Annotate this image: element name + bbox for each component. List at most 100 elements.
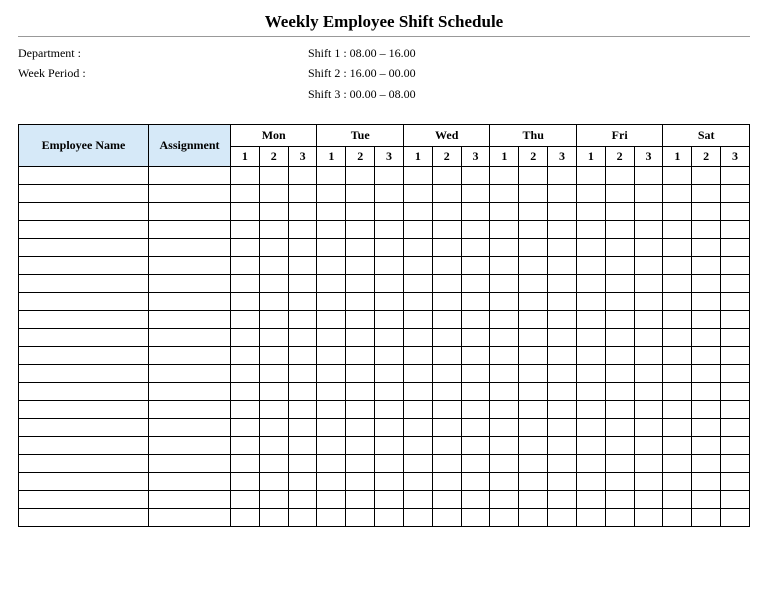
cell-shift — [548, 203, 577, 221]
cell-shift — [634, 311, 663, 329]
cell-shift — [576, 203, 605, 221]
cell-shift — [692, 239, 721, 257]
cell-shift — [432, 185, 461, 203]
cell-shift — [548, 419, 577, 437]
cell-shift — [663, 167, 692, 185]
cell-shift — [288, 509, 317, 527]
cell-shift — [692, 221, 721, 239]
table-row — [19, 311, 750, 329]
shift-header: 1 — [663, 147, 692, 167]
cell-shift — [721, 509, 750, 527]
cell-shift — [721, 167, 750, 185]
cell-shift — [605, 257, 634, 275]
cell-shift — [461, 293, 490, 311]
cell-shift — [432, 311, 461, 329]
cell-shift — [663, 185, 692, 203]
table-row — [19, 419, 750, 437]
day-header: Tue — [317, 125, 403, 147]
cell-shift — [259, 419, 288, 437]
cell-shift — [490, 329, 519, 347]
cell-shift — [548, 329, 577, 347]
cell-shift — [663, 383, 692, 401]
cell-shift — [375, 329, 404, 347]
cell-assignment — [149, 167, 231, 185]
cell-shift — [231, 203, 260, 221]
cell-shift — [576, 293, 605, 311]
cell-assignment — [149, 275, 231, 293]
cell-shift — [403, 365, 432, 383]
cell-shift — [461, 509, 490, 527]
cell-shift — [403, 221, 432, 239]
cell-shift — [634, 203, 663, 221]
table-row — [19, 239, 750, 257]
cell-shift — [548, 491, 577, 509]
cell-shift — [663, 419, 692, 437]
cell-name — [19, 275, 149, 293]
cell-shift — [259, 509, 288, 527]
cell-shift — [663, 239, 692, 257]
cell-shift — [432, 221, 461, 239]
cell-shift — [490, 167, 519, 185]
cell-shift — [403, 419, 432, 437]
cell-shift — [461, 239, 490, 257]
cell-shift — [461, 473, 490, 491]
cell-shift — [490, 203, 519, 221]
cell-shift — [403, 185, 432, 203]
cell-shift — [231, 257, 260, 275]
info-left: Department : Week Period : — [18, 43, 268, 104]
cell-shift — [519, 275, 548, 293]
cell-shift — [490, 383, 519, 401]
cell-shift — [634, 365, 663, 383]
cell-shift — [259, 365, 288, 383]
cell-shift — [519, 365, 548, 383]
cell-shift — [461, 383, 490, 401]
cell-shift — [403, 473, 432, 491]
cell-shift — [231, 473, 260, 491]
table-row — [19, 257, 750, 275]
cell-shift — [605, 365, 634, 383]
table-row — [19, 401, 750, 419]
cell-shift — [259, 185, 288, 203]
cell-shift — [576, 347, 605, 365]
cell-shift — [519, 329, 548, 347]
cell-shift — [548, 311, 577, 329]
cell-shift — [259, 167, 288, 185]
cell-shift — [605, 167, 634, 185]
cell-shift — [317, 419, 346, 437]
cell-shift — [317, 203, 346, 221]
cell-shift — [605, 419, 634, 437]
cell-shift — [634, 167, 663, 185]
cell-name — [19, 473, 149, 491]
cell-assignment — [149, 455, 231, 473]
cell-shift — [634, 491, 663, 509]
cell-shift — [692, 185, 721, 203]
cell-shift — [663, 365, 692, 383]
cell-shift — [346, 401, 375, 419]
cell-shift — [519, 185, 548, 203]
cell-shift — [519, 221, 548, 239]
cell-shift — [548, 383, 577, 401]
cell-shift — [634, 239, 663, 257]
cell-shift — [259, 257, 288, 275]
cell-shift — [288, 401, 317, 419]
cell-shift — [663, 473, 692, 491]
cell-shift — [432, 365, 461, 383]
day-header: Wed — [403, 125, 489, 147]
shift-header: 2 — [692, 147, 721, 167]
cell-assignment — [149, 311, 231, 329]
shift-header: 3 — [721, 147, 750, 167]
cell-assignment — [149, 365, 231, 383]
cell-shift — [692, 257, 721, 275]
cell-assignment — [149, 329, 231, 347]
table-row — [19, 329, 750, 347]
cell-shift — [432, 203, 461, 221]
table-row — [19, 509, 750, 527]
cell-shift — [634, 293, 663, 311]
cell-shift — [403, 167, 432, 185]
cell-shift — [259, 491, 288, 509]
cell-shift — [288, 203, 317, 221]
cell-shift — [692, 293, 721, 311]
cell-shift — [346, 275, 375, 293]
shift-header: 3 — [634, 147, 663, 167]
table-row — [19, 293, 750, 311]
